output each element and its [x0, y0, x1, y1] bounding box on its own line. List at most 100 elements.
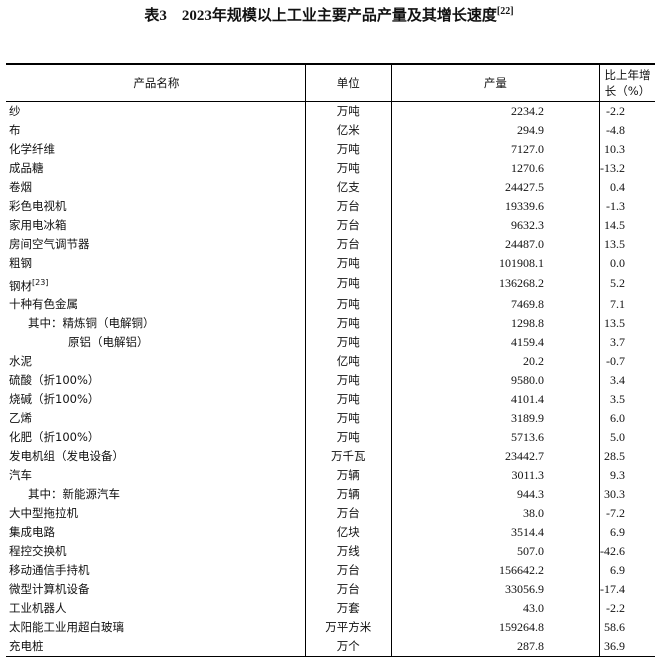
table-row: 移动通信手持机 万台 156642.2 6.9 — [6, 561, 655, 581]
output: 3189.9 — [390, 409, 600, 429]
unit: 万台 — [304, 215, 392, 235]
growth: 9.3 — [599, 466, 655, 486]
product-name: 房间空气调节器 — [6, 235, 305, 254]
output: 2234.2 — [390, 101, 600, 121]
table-row: 其中：新能源汽车 万辆 944.3 30.3 — [6, 485, 655, 505]
output: 43.0 — [390, 599, 600, 619]
product-name-text: 发电机组（发电设备） — [9, 449, 124, 464]
table-row: 十种有色金属 万吨 7469.8 7.1 — [6, 295, 655, 315]
product-name: 家用电冰箱 — [6, 216, 305, 235]
product-name: 化学纤维 — [6, 140, 305, 159]
table-row: 发电机组（发电设备） 万千瓦 23442.7 28.5 — [6, 447, 655, 467]
table-row: 化学纤维 万吨 7127.0 10.3 — [6, 139, 655, 159]
growth: -7.2 — [599, 504, 655, 524]
product-name-text: 原铝（电解铝） — [68, 335, 149, 350]
product-name-text: 卷烟 — [9, 179, 32, 194]
table-row: 原铝（电解铝） 万吨 4159.4 3.7 — [6, 333, 655, 353]
growth: 58.6 — [599, 618, 655, 638]
growth: 14.5 — [599, 215, 655, 235]
growth: 6.9 — [599, 561, 655, 581]
output: 5713.6 — [390, 428, 600, 448]
product-name: 移动通信手持机 — [6, 561, 305, 580]
production-table: 产品名称 单位 产量 比上年增长（%） 纱万吨 2234.2 -2.2 布亿米 294.… — [6, 63, 655, 657]
growth: 28.5 — [599, 447, 655, 467]
table-row: 大中型拖拉机 万台 38.0 -7.2 — [6, 504, 655, 524]
unit: 万台 — [304, 561, 392, 581]
table-row: 硫酸（折100%） 万吨 9580.0 3.4 — [6, 371, 655, 391]
product-name: 布 — [6, 121, 305, 140]
table-row: 布 亿米 294.9 -4.8 — [6, 120, 655, 140]
table-row: 成品糖 万吨 1270.6 -13.2 — [6, 158, 655, 178]
product-name-text: 水泥 — [9, 354, 32, 369]
growth: 5.0 — [599, 428, 655, 448]
unit: 万吨 — [304, 139, 392, 159]
table-row: 太阳能工业用超白玻璃 万平方米 159264.8 58.6 — [6, 618, 655, 638]
product-name-text: 微型计算机设备 — [9, 582, 90, 597]
unit: 万辆 — [304, 485, 392, 505]
table-row: 钢材[23] 万吨 136268.2 5.2 — [6, 272, 655, 296]
product-name: 水泥 — [6, 352, 305, 371]
table-row: 粗钢 万吨 101908.1 0.0 — [6, 253, 655, 273]
growth: -4.8 — [599, 120, 655, 140]
product-name-text: 化肥（折100%） — [9, 430, 100, 445]
growth: 6.9 — [599, 523, 655, 543]
unit: 万个 — [304, 637, 392, 657]
product-name: 原铝（电解铝） — [6, 333, 305, 352]
product-name: 卷烟 — [6, 178, 305, 197]
output: 101908.1 — [390, 253, 600, 273]
growth: 36.9 — [599, 637, 655, 657]
table-row: 家用电冰箱 万台 9632.3 14.5 — [6, 215, 655, 235]
product-name-text: 其中：新能源汽车 — [28, 487, 120, 502]
output: 294.9 — [390, 120, 600, 140]
header-unit: 单位 — [304, 64, 392, 101]
output: 33056.9 — [390, 580, 600, 600]
table-row: 汽车 万辆 3011.3 9.3 — [6, 466, 655, 486]
table-row: 程控交换机 万线 507.0 -42.6 — [6, 542, 655, 562]
table-row: 水泥 亿吨 20.2 -0.7 — [6, 352, 655, 372]
product-name: 大中型拖拉机 — [6, 504, 305, 523]
output: 23442.7 — [390, 447, 600, 467]
output: 7127.0 — [390, 139, 600, 159]
table-row: 彩色电视机 万台 19339.6 -1.3 — [6, 196, 655, 216]
product-name-text: 程控交换机 — [9, 544, 67, 559]
output: 1270.6 — [390, 158, 600, 178]
product-name-text: 工业机器人 — [9, 601, 67, 616]
table-row: 集成电路 亿块 3514.4 6.9 — [6, 523, 655, 543]
product-name-text: 布 — [9, 122, 21, 137]
unit: 万吨 — [304, 428, 392, 448]
unit: 万吨 — [304, 371, 392, 391]
table-title: 表3 2023年规模以上工业主要产品产量及其增长速度[22] — [0, 4, 658, 25]
output: 24427.5 — [390, 177, 600, 197]
title-footnote[interactable]: [22] — [496, 6, 514, 17]
table-row: 卷烟 亿支 24427.5 0.4 — [6, 177, 655, 197]
footnote[interactable]: [23] — [32, 277, 49, 287]
output: 4101.4 — [390, 390, 600, 410]
table-row: 烧碱（折100%） 万吨 4101.4 3.5 — [6, 390, 655, 410]
growth: -2.2 — [599, 599, 655, 619]
header-growth: 比上年增长（%） — [599, 64, 655, 101]
product-name: 钢材[23] — [6, 273, 305, 296]
growth: 7.1 — [599, 295, 655, 315]
output: 3011.3 — [390, 466, 600, 486]
unit: 万吨 — [304, 409, 392, 429]
product-name-text: 彩色电视机 — [9, 198, 67, 213]
table-row: 纱 万吨 2234.2 -2.2 — [6, 101, 655, 121]
unit: 万吨 — [304, 314, 392, 334]
product-name: 纱 — [6, 101, 305, 121]
product-name: 乙烯 — [6, 409, 305, 428]
output: 7469.8 — [390, 295, 600, 315]
table-row: 其中：精炼铜（电解铜） 万吨 1298.8 13.5 — [6, 314, 655, 334]
product-name: 工业机器人 — [6, 599, 305, 618]
product-name: 太阳能工业用超白玻璃 — [6, 618, 305, 637]
product-name: 充电桩 — [6, 637, 305, 657]
growth: -13.2 — [599, 158, 655, 178]
growth: 5.2 — [599, 272, 655, 296]
product-name-text: 纱 — [9, 103, 21, 118]
output: 20.2 — [390, 352, 600, 372]
unit: 亿块 — [304, 523, 392, 543]
unit: 万台 — [304, 504, 392, 524]
growth: 3.5 — [599, 390, 655, 410]
table-row: 微型计算机设备 万台 33056.9 -17.4 — [6, 580, 655, 600]
output: 9632.3 — [390, 215, 600, 235]
output: 136268.2 — [390, 272, 600, 296]
